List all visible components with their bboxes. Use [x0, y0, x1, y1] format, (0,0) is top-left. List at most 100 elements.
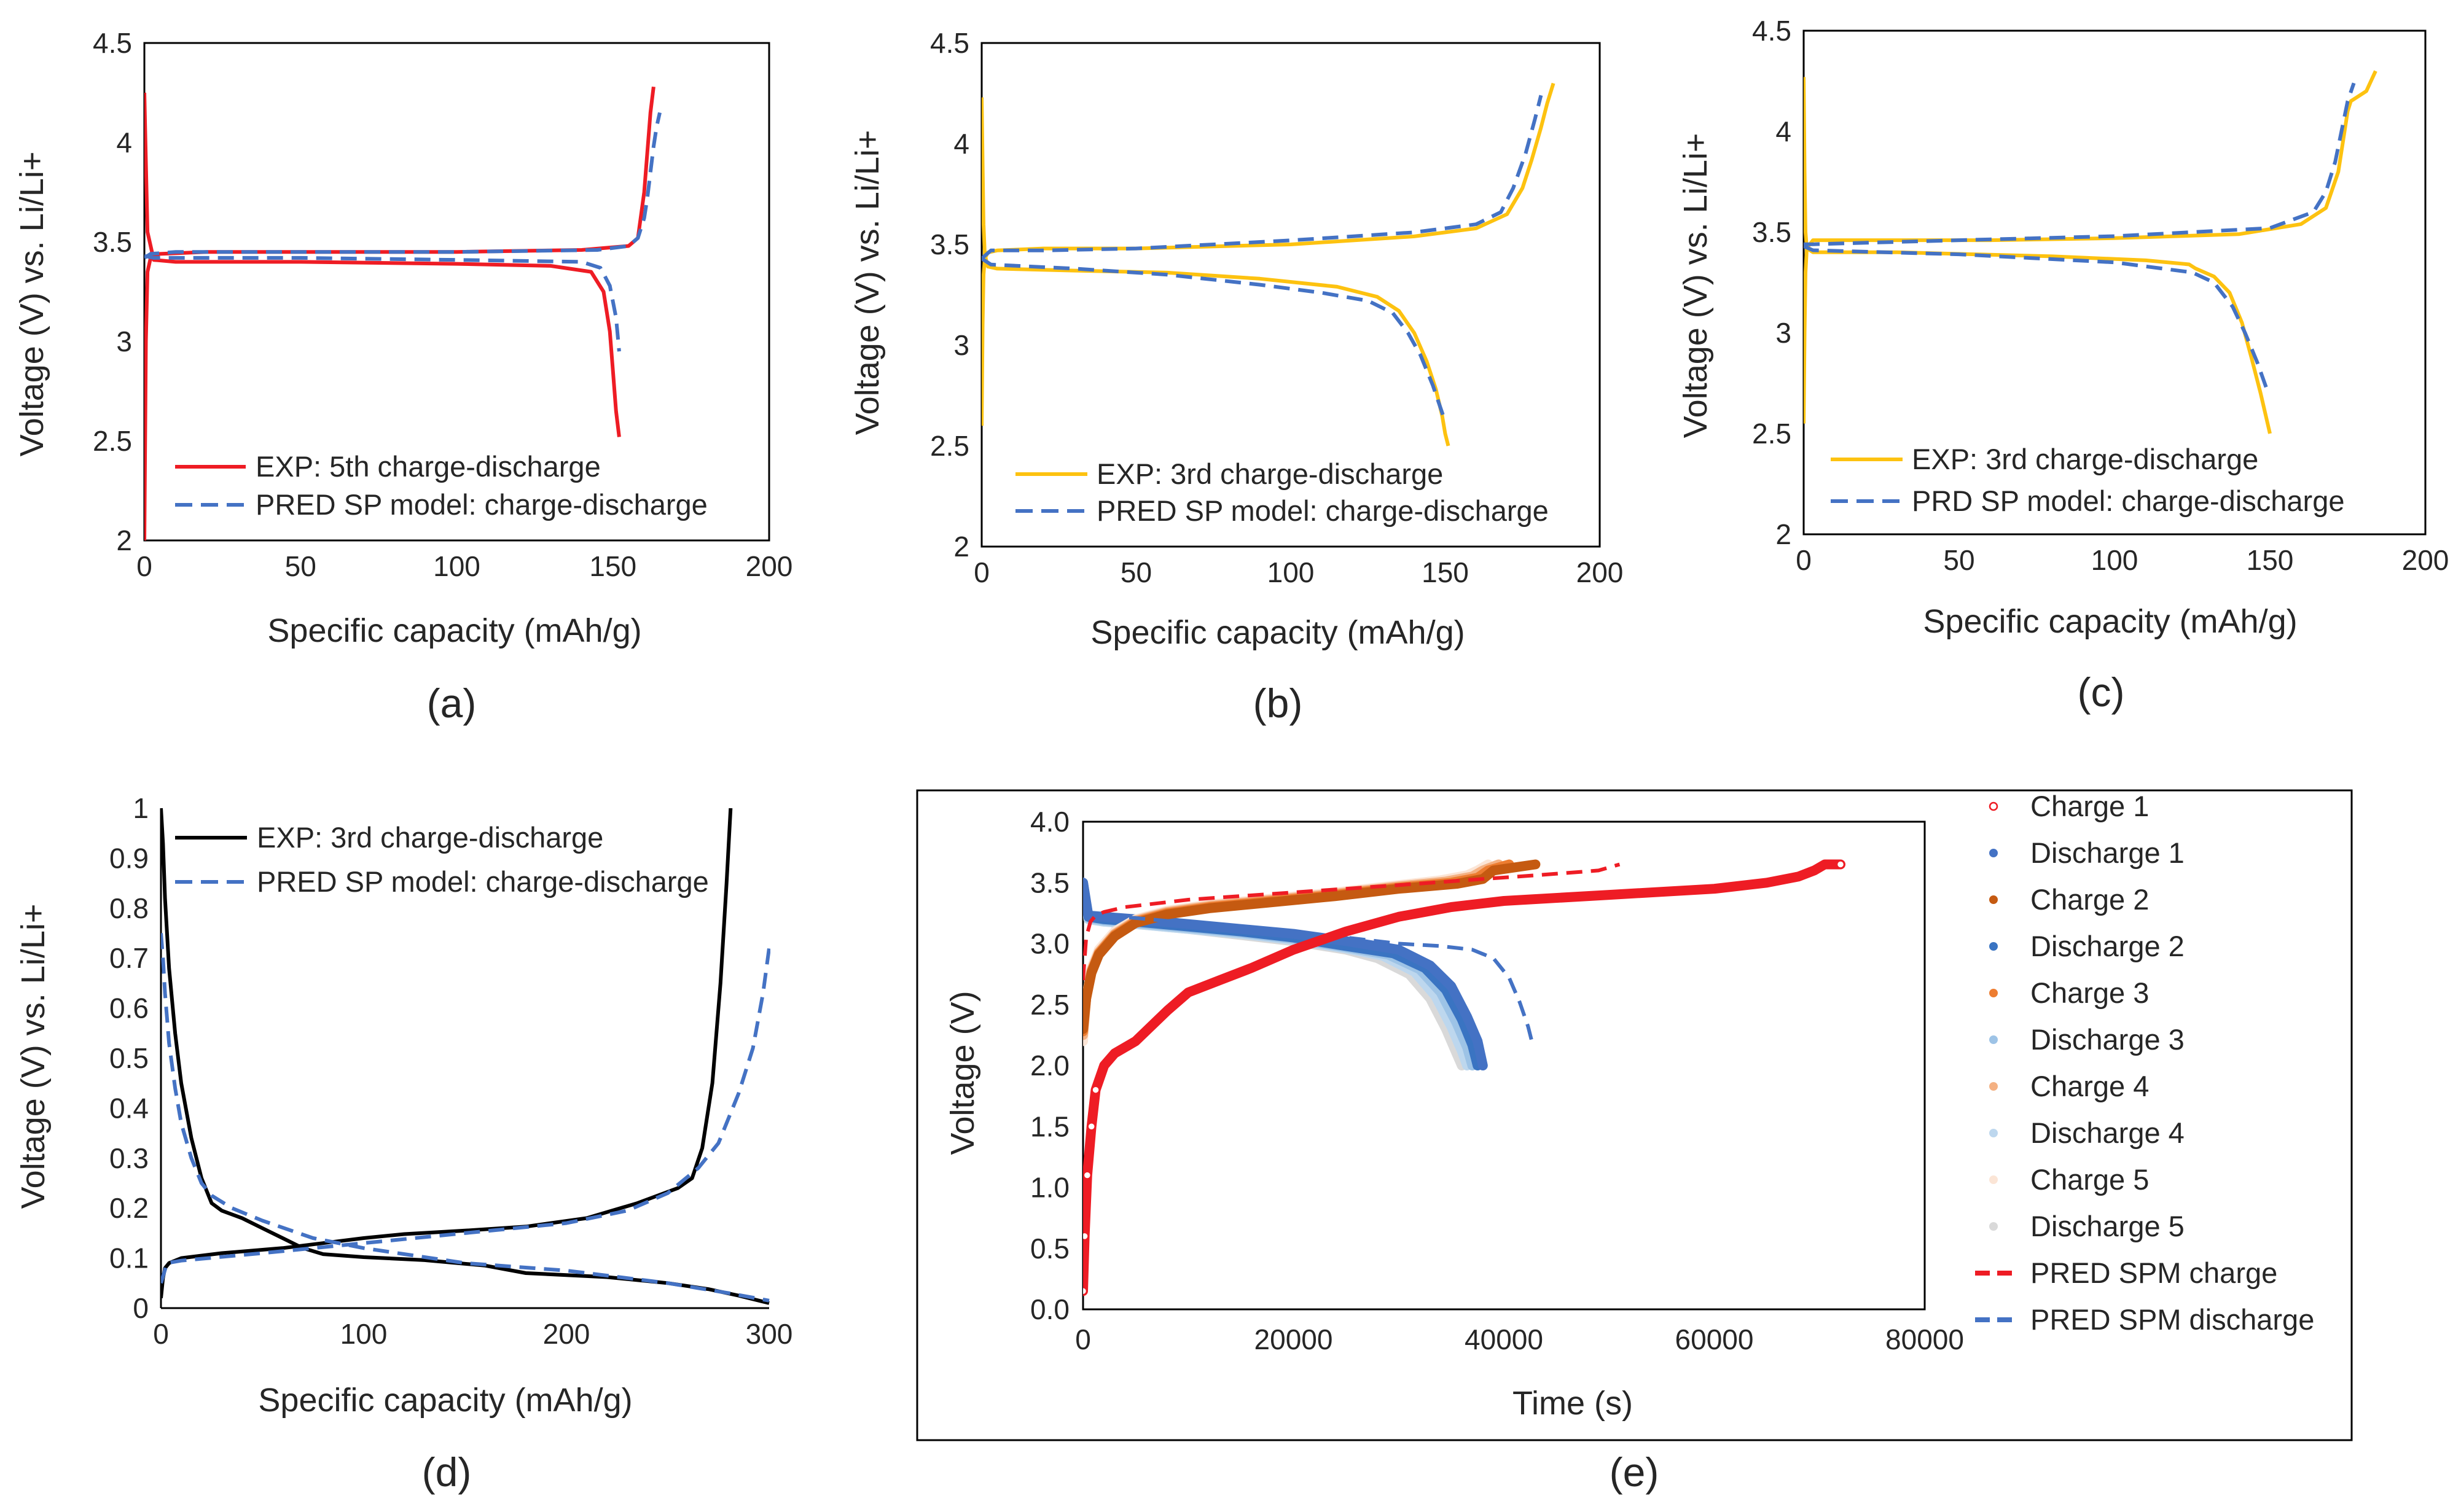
y-tick-label: 3.5	[930, 228, 969, 260]
series-group	[1083, 859, 1845, 1296]
legend-label: PRED SPM discharge	[2030, 1303, 2314, 1336]
panel-a: 0 50 100 150 200 2 2.5 3 3.5 4 4.5 Specific capaci…	[14, 27, 792, 726]
y-tick-label: 3	[116, 325, 132, 357]
series-line	[161, 948, 770, 1284]
legend-label: Discharge 5	[2030, 1210, 2185, 1242]
series-line	[144, 254, 621, 352]
panel-b-plot: 0 50 100 150 200 2 2.5 3 3.5 4 4.5	[930, 27, 1623, 588]
legend-label: EXP: 3rd charge-discharge	[1097, 458, 1443, 490]
y-tick-label: 1.0	[1030, 1172, 1070, 1204]
series-line	[1804, 82, 2356, 246]
x-tick-label: 200	[543, 1318, 590, 1350]
legend-marker	[1989, 1129, 1998, 1137]
legend-label: Charge 1	[2030, 790, 2149, 822]
panel-a-xlabel: Specific capacity (mAh/g)	[267, 612, 641, 649]
legend-marker	[1989, 849, 1998, 857]
legend-label: EXP: 3rd charge-discharge	[257, 821, 603, 854]
data-point	[1083, 1286, 1088, 1296]
x-tick-label: 300	[746, 1318, 793, 1350]
panel-c-xlabel: Specific capacity (mAh/g)	[1923, 603, 2297, 640]
series-line	[1083, 906, 1535, 1048]
legend-label: PRED SP model: charge-discharge	[256, 488, 708, 521]
legend-marker	[1989, 895, 1998, 904]
y-tick-label: 3.5	[1030, 867, 1070, 898]
x-tick-label: 100	[2091, 544, 2138, 576]
panel-b-label: (b)	[1253, 680, 1303, 726]
y-tick-label: 3	[1775, 317, 1791, 349]
panel-c: 0 50 100 150 200 2 2.5 3 3.5 4 4.5 Specific capaci…	[1677, 15, 2449, 715]
panel-e-ylabel: Voltage (V)	[944, 991, 981, 1155]
panel-d-plot: 0 100 200 300 0 0.1 0.2 0.3 0.4 0.5 0.6 0.7 0.8 0.9 1	[109, 792, 792, 1350]
series-line	[144, 112, 662, 260]
y-tick-label: 0.8	[109, 892, 149, 924]
y-tick-label: 4.5	[930, 27, 969, 59]
y-tick-label: 2	[953, 531, 969, 563]
y-tick-label: 0.5	[109, 1042, 149, 1074]
legend-marker	[1989, 942, 1998, 951]
y-tick-label: 4	[953, 128, 969, 160]
plot-frame	[1082, 820, 1926, 1311]
data-point	[1083, 1171, 1092, 1180]
legend-label: Charge 2	[2030, 883, 2149, 916]
x-tick-label: 100	[433, 550, 480, 582]
legend-label: PRD SP model: charge-discharge	[1912, 485, 2344, 517]
y-tick-label: 2.5	[1030, 989, 1070, 1021]
legend-marker	[1989, 1222, 1998, 1231]
y-tick-label: 2.5	[93, 425, 132, 457]
legend-marker	[1989, 1082, 1998, 1091]
x-tick-label: 150	[2247, 544, 2294, 576]
y-tick-label: 4.5	[93, 27, 132, 59]
legend-marker	[1989, 989, 1998, 997]
legend-label: Discharge 3	[2030, 1023, 2185, 1056]
panel-e-frame	[916, 789, 2353, 1441]
x-tick-label: 0	[153, 1318, 169, 1350]
legend-label: Charge 4	[2030, 1070, 2149, 1102]
y-tick-label: 0.9	[109, 842, 149, 874]
y-tick-label: 0	[133, 1292, 149, 1324]
panel-b-ylabel: Voltage (V) vs. Li/Li+	[849, 130, 886, 435]
x-tick-label: 60000	[1675, 1323, 1754, 1355]
y-tick-label: 3.0	[1030, 928, 1070, 960]
x-tick-label: 0	[136, 550, 152, 582]
data-point	[1836, 860, 1845, 869]
legend-label: EXP: 5th charge-discharge	[256, 450, 601, 483]
legend-label: Discharge 1	[2030, 836, 2185, 869]
panel-e: 0 20000 40000 60000 80000 0.0 0.5 1.0 1.5 2.0 2.5 3…	[916, 789, 2353, 1495]
panel-c-ylabel: Voltage (V) vs. Li/Li+	[1677, 133, 1714, 438]
panel-d-legend: EXP: 3rd charge-discharge PRED SP model:…	[175, 821, 709, 898]
series-group	[982, 82, 1555, 446]
legend-label: Discharge 2	[2030, 930, 2185, 962]
x-tick-label: 50	[285, 550, 316, 582]
panel-d-xlabel: Specific capacity (mAh/g)	[258, 1382, 632, 1419]
series-line	[1804, 70, 2377, 424]
x-tick-label: 200	[1576, 556, 1624, 588]
y-tick-label: 2.0	[1030, 1050, 1070, 1081]
x-tick-label: 80000	[1885, 1323, 1964, 1355]
legend-label: Charge 5	[2030, 1163, 2149, 1196]
legend-label: EXP: 3rd charge-discharge	[1912, 443, 2258, 475]
panel-b-legend: EXP: 3rd charge-discharge PRED SP model:…	[1015, 458, 1549, 527]
series-line	[1083, 862, 1621, 981]
panel-a-label: (a)	[427, 680, 477, 726]
y-tick-label: 2	[116, 524, 132, 556]
panel-e-legend: Charge 1 Discharge 1 Charge 2 Discharge 2 Ch…	[1975, 790, 2314, 1336]
y-tick-label: 0.7	[109, 942, 149, 974]
x-tick-label: 150	[1422, 556, 1469, 588]
series-line	[1804, 77, 2272, 434]
y-tick-label: 2	[1775, 518, 1791, 550]
data-point	[1083, 1231, 1089, 1241]
panel-c-plot: 0 50 100 150 200 2 2.5 3 3.5 4 4.5	[1752, 15, 2449, 576]
y-tick-label: 0.1	[109, 1242, 149, 1274]
y-tick-label: 2.5	[1752, 418, 1791, 450]
y-tick-label: 3	[953, 329, 969, 361]
x-tick-label: 0	[1796, 544, 1812, 576]
y-tick-label: 0.3	[109, 1142, 149, 1174]
x-tick-label: 50	[1121, 556, 1152, 588]
y-tick-label: 2.5	[930, 430, 969, 462]
series-line	[982, 82, 1555, 426]
y-tick-label: 1	[133, 792, 149, 824]
panel-c-legend: EXP: 3rd charge-discharge PRD SP model: …	[1831, 443, 2344, 517]
y-tick-label: 4	[1775, 115, 1791, 147]
series-line	[144, 92, 621, 437]
